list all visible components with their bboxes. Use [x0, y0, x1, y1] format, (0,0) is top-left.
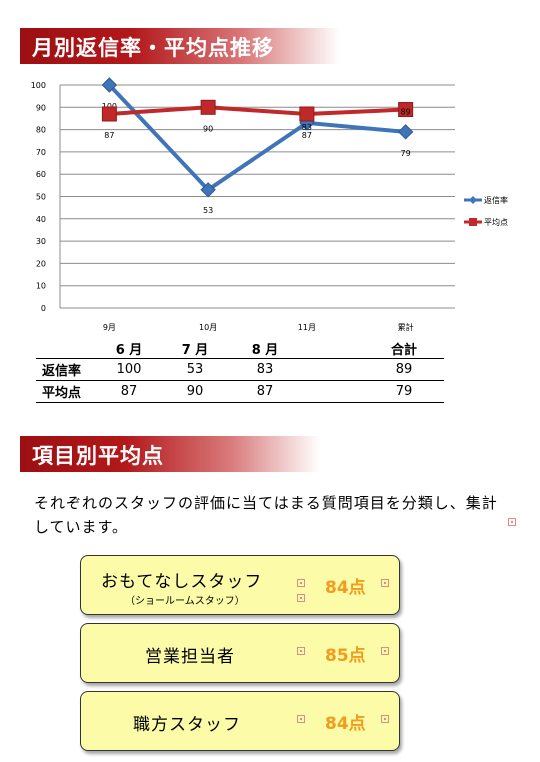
data-label: 89 [401, 108, 411, 117]
y-tick-label: 100 [31, 81, 46, 90]
paragraph-mark-icon [381, 579, 389, 587]
y-tick-label: 80 [36, 126, 46, 135]
table-row: 返信率 100 53 83 89 [36, 358, 444, 381]
table-cell: 83 [230, 358, 300, 381]
paragraph-mark-icon [508, 518, 516, 526]
legend-label: 返信率 [484, 195, 508, 205]
table-cell: 100 [98, 358, 160, 381]
series-line [107, 83, 406, 192]
row-label: 平均点 [36, 380, 98, 403]
score-sublabel: （ショールームスタッフ） [125, 596, 245, 607]
section-banner-items: 項目別平均点 [20, 436, 320, 472]
table-header [300, 338, 364, 359]
section-title: 項目別平均点 [32, 444, 164, 468]
description-text: それぞれのスタッフの評価に当てはまる質問項目を分類し、集計しています。 [34, 494, 498, 536]
paragraph-mark-icon [297, 594, 305, 602]
row-label: 返信率 [36, 358, 98, 381]
y-tick-label: 0 [41, 304, 46, 313]
table-header: 8 月 [251, 342, 279, 358]
y-tick-label: 30 [36, 237, 46, 246]
table-header: 合計 [390, 342, 417, 358]
data-point [101, 106, 117, 122]
score-box-craft: 職方スタッフ 84点 [80, 691, 400, 751]
score-label: 職方スタッフ [133, 715, 241, 735]
data-label: 90 [203, 124, 213, 133]
y-tick-label: 50 [36, 193, 46, 202]
data-label: 87 [302, 131, 312, 140]
y-tick-label: 70 [36, 148, 46, 157]
table-cell [300, 380, 364, 403]
table-cell: 79 [364, 380, 444, 403]
data-point [200, 182, 216, 198]
x-tick-label: 10月 [199, 323, 217, 332]
y-tick-label: 20 [36, 259, 46, 268]
data-label: 79 [401, 149, 411, 158]
y-tick-label: 90 [36, 103, 46, 112]
table-cell: 87 [230, 380, 300, 403]
score-label: 営業担当者 [145, 647, 235, 667]
score-value: 84点 [325, 578, 366, 598]
table-cell: 53 [160, 358, 230, 381]
legend-label: 平均点 [484, 217, 508, 227]
score-box-sales: 営業担当者 85点 [80, 623, 400, 683]
table-header: 6 月 [115, 342, 143, 358]
data-point [101, 77, 118, 93]
paragraph-mark-icon [381, 647, 389, 655]
score-value: 85点 [325, 646, 366, 666]
data-label: 53 [203, 206, 213, 215]
data-label: 87 [104, 131, 114, 140]
x-tick-label: 累計 [398, 322, 414, 332]
x-tick-label: 11月 [298, 323, 316, 332]
data-point [397, 124, 414, 140]
data-label: 83 [302, 123, 312, 132]
legend-marker [469, 218, 477, 226]
y-tick-label: 60 [36, 170, 46, 179]
table-cell [300, 358, 364, 381]
series-line [109, 105, 406, 116]
data-point [299, 106, 315, 122]
paragraph-mark-icon [297, 647, 305, 655]
table-header [36, 338, 98, 359]
data-point [398, 102, 414, 118]
score-label: おもてなしスタッフ [101, 572, 263, 592]
table-cell: 87 [98, 380, 160, 403]
score-box-hospitality: おもてなしスタッフ （ショールームスタッフ） 84点 [80, 555, 400, 615]
x-tick-label: 9月 [103, 323, 116, 332]
paragraph-mark-icon [297, 579, 305, 587]
table-cell: 90 [160, 380, 230, 403]
table-row: 平均点 87 90 87 79 [36, 380, 444, 403]
legend-marker [469, 196, 477, 204]
y-tick-label: 10 [36, 282, 46, 291]
paragraph-mark-icon [381, 715, 389, 723]
data-point [200, 99, 216, 115]
monthly-line-chart: 01020304050607080901009月10月11月累計10053837… [31, 77, 508, 332]
data-table: 6 月 7 月 8 月 合計 返信率 100 53 83 89 平均点 87 9… [36, 338, 444, 403]
y-tick-label: 40 [36, 215, 46, 224]
score-value: 84点 [325, 714, 366, 734]
section-banner-monthly: 月別返信率・平均点推移 [20, 28, 340, 64]
table-cell: 89 [364, 358, 444, 381]
section-title: 月別返信率・平均点推移 [32, 36, 274, 60]
table-header: 7 月 [181, 342, 209, 358]
paragraph-mark-icon [297, 715, 305, 723]
table-header-row: 6 月 7 月 8 月 合計 [36, 338, 444, 359]
